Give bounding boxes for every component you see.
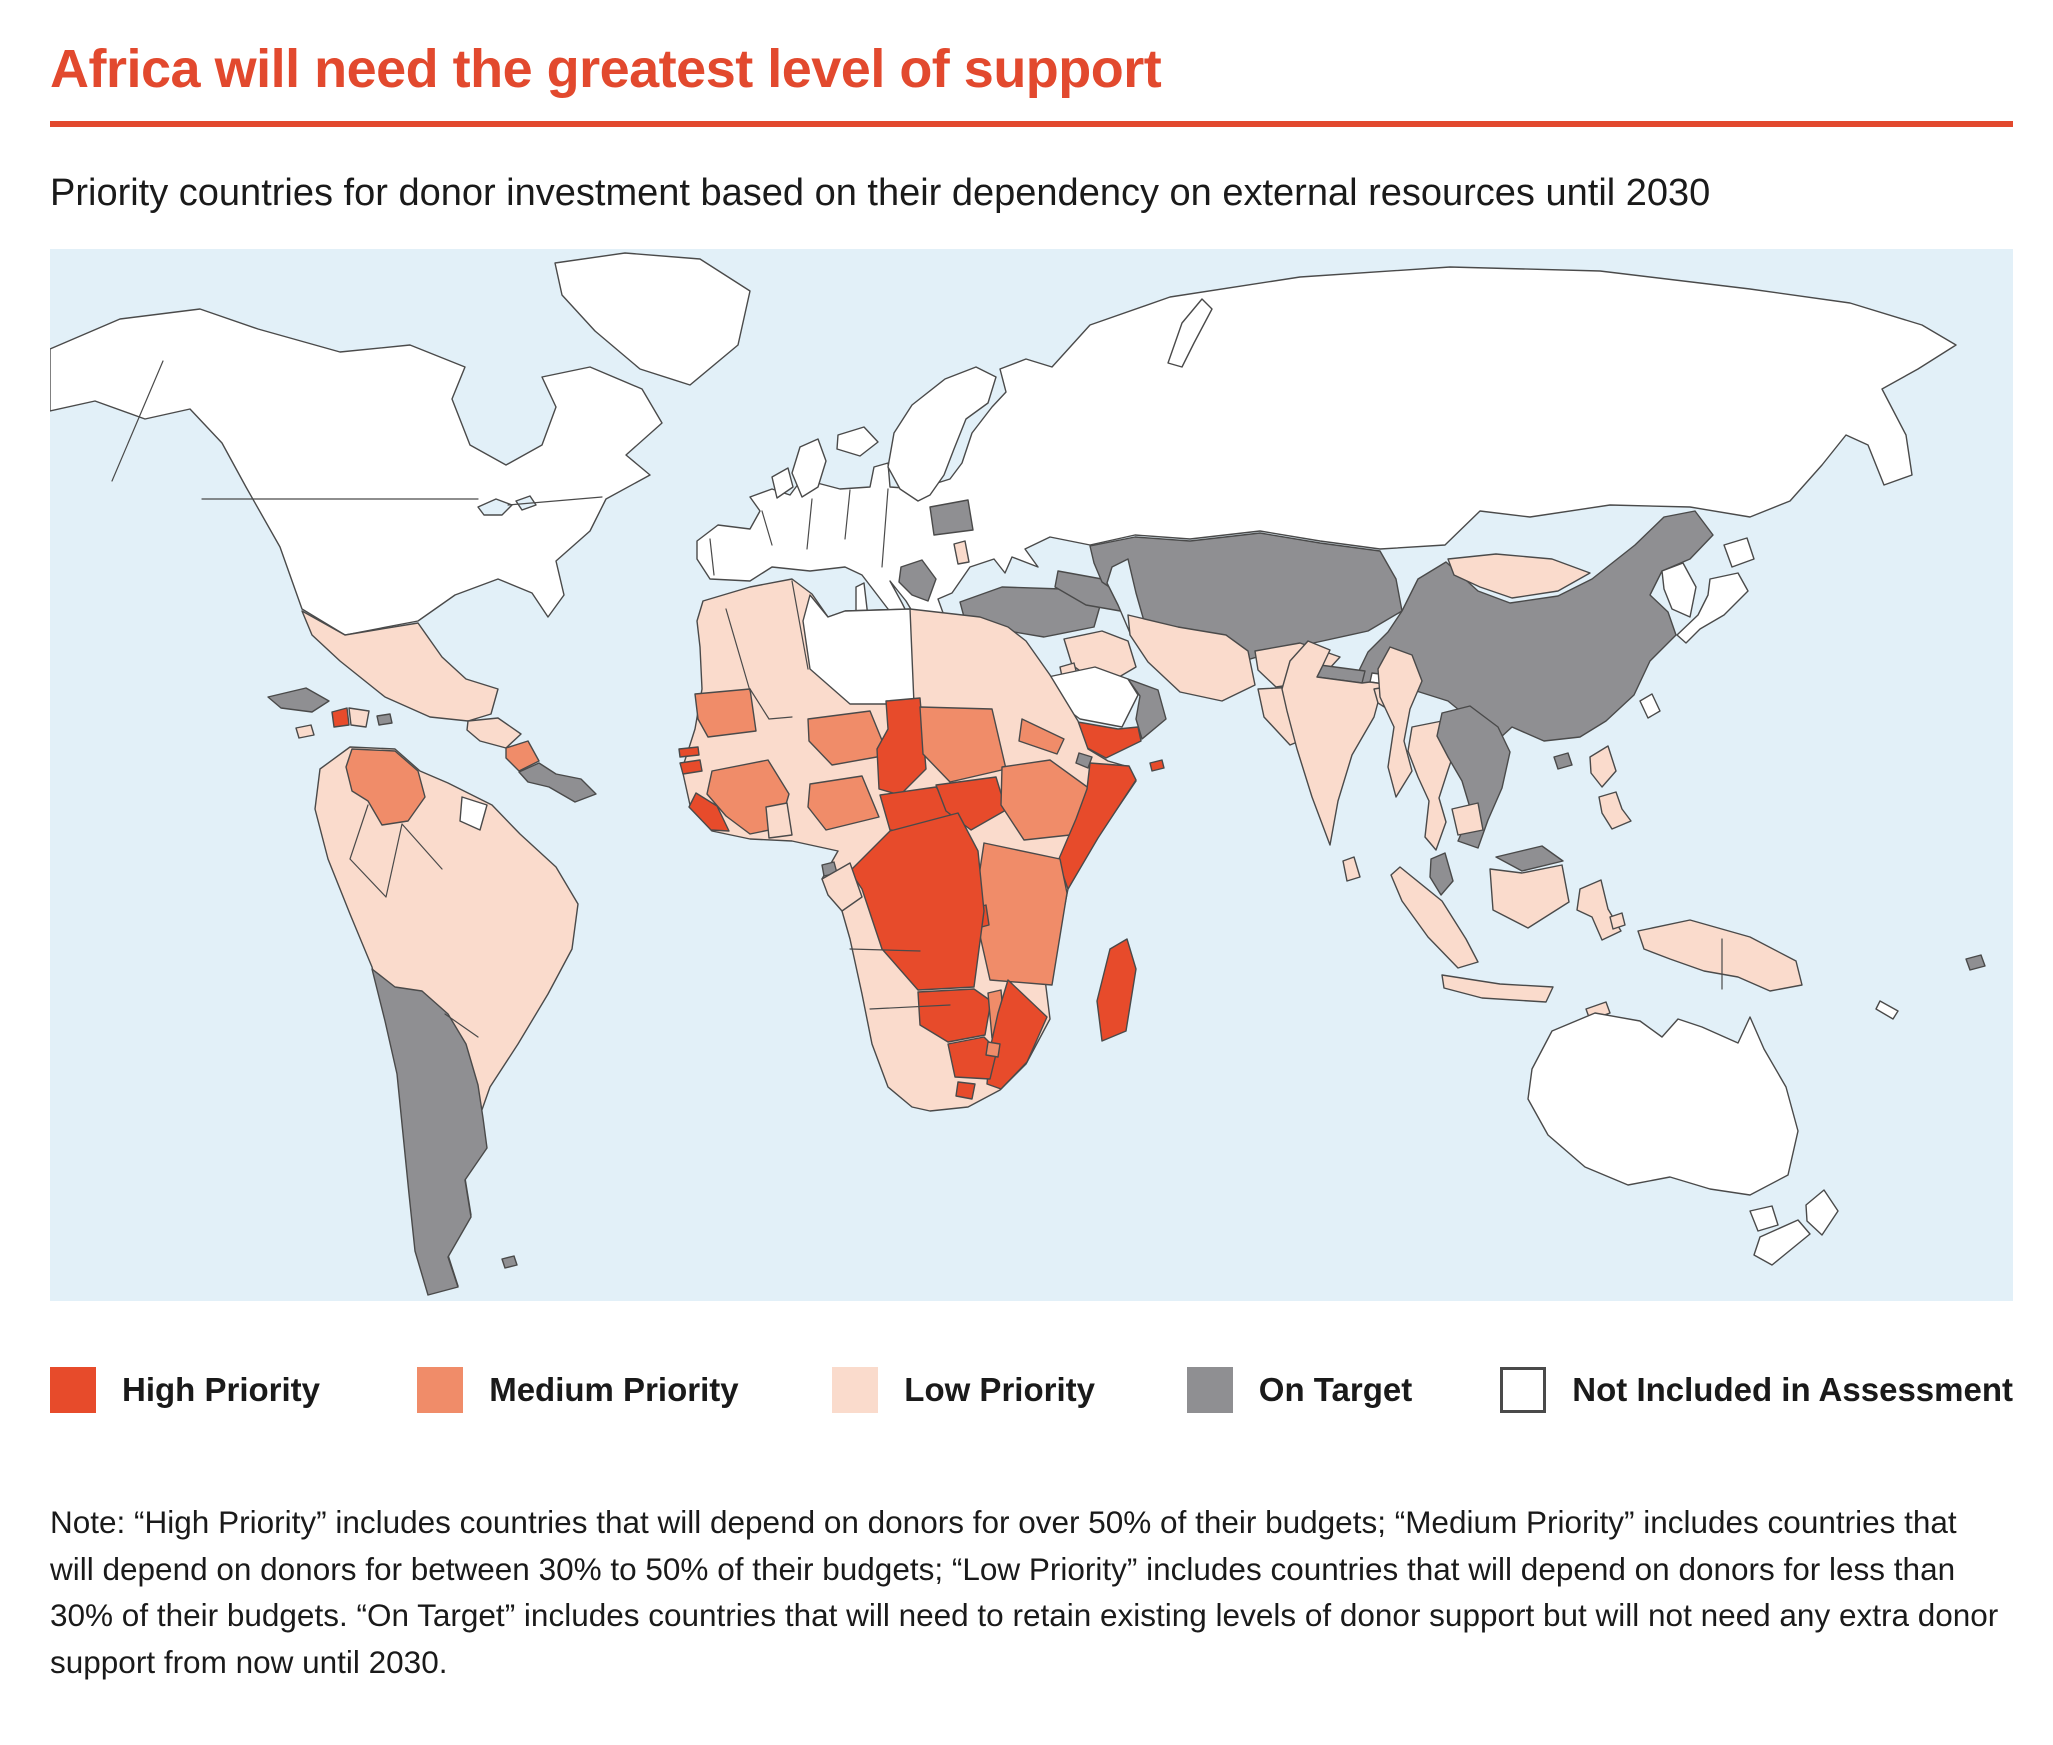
footnote: Note: “High Priority” includes countries…: [50, 1503, 1999, 1680]
zimbabwe-region: [947, 1036, 998, 1080]
falkland-islands-region: [501, 1255, 518, 1269]
somalia-region: [1057, 762, 1137, 890]
legend-item-not-included: Not Included in Assessment: [1500, 1366, 2013, 1413]
sudan-region: [919, 706, 1007, 783]
japan-region: [1676, 572, 1749, 644]
sumatra-region: [1390, 866, 1479, 969]
fiji-region: [1965, 954, 1986, 971]
world-map: [50, 248, 2013, 1301]
legend-item-low-priority: Low Priority: [832, 1366, 1187, 1413]
legend-item-on-target: On Target: [1186, 1366, 1501, 1413]
tasmania-region: [1749, 1205, 1779, 1232]
dominican-republic-region: [348, 707, 370, 728]
legend-label: On Target: [1258, 1370, 1413, 1408]
mongolia-region: [1447, 553, 1591, 599]
puerto-rico-region: [376, 713, 393, 726]
gambia-region: [678, 746, 700, 758]
niger-region: [807, 710, 889, 766]
mexico-region: [301, 610, 499, 722]
madagascar-region: [1096, 938, 1137, 1042]
haiti-region: [331, 707, 350, 728]
malaysia-borneo-region: [1495, 845, 1564, 872]
eswatini-region: [985, 1041, 1001, 1058]
laos-vietnam-region: [1436, 705, 1511, 849]
moldova-region: [953, 540, 970, 565]
new-guinea-region: [1637, 919, 1803, 992]
scandinavia-region: [887, 366, 997, 502]
legend-item-medium-priority: Medium Priority: [417, 1366, 832, 1413]
oman-uae-region: [1127, 678, 1167, 740]
nigeria-region: [807, 775, 880, 831]
jamaica-region: [295, 724, 315, 739]
map-subtitle: Priority countries for donor investment …: [50, 172, 1711, 215]
taiwan-region: [1639, 693, 1661, 719]
venezuela-region: [345, 748, 426, 826]
medium-priority-swatch: [417, 1366, 464, 1413]
hainan-region: [1553, 752, 1573, 770]
new-zealand-north-region: [1805, 1189, 1839, 1236]
korea-region: [1661, 562, 1697, 618]
costa-rica-panama-region: [518, 762, 597, 803]
eritrea-region: [1018, 718, 1065, 755]
kalimantan-region: [1489, 864, 1570, 929]
balkans-region: [898, 559, 937, 602]
lesotho-region: [955, 1081, 976, 1100]
japan-region: [1723, 537, 1755, 568]
suriname-region: [459, 796, 488, 831]
luzon-region: [1589, 745, 1617, 788]
gabon-congo-region: [821, 862, 863, 912]
legend-item-high-priority: High Priority: [50, 1366, 417, 1413]
greenland-region: [554, 252, 751, 386]
map-legend: High Priority Medium Priority Low Priori…: [50, 1366, 2013, 1413]
on-target-swatch: [1186, 1366, 1233, 1413]
country-borders: [111, 360, 1723, 1038]
legend-label: Not Included in Assessment: [1572, 1370, 2013, 1408]
new-zealand-south-region: [1753, 1219, 1811, 1266]
low-priority-swatch: [832, 1366, 879, 1413]
great-lakes-region: [477, 498, 513, 516]
malaysia-peninsula-region: [1429, 852, 1454, 896]
cambodia-region: [1451, 802, 1484, 836]
north-america-region: [50, 308, 663, 636]
sierra-leone-liberia-region: [688, 792, 730, 832]
high-priority-swatch: [50, 1366, 96, 1413]
legend-label: Low Priority: [904, 1370, 1095, 1408]
not-included-swatch: [1500, 1366, 1547, 1413]
novaya-zemlya-region: [1167, 298, 1213, 368]
ghana-region: [765, 802, 793, 839]
legend-label: Medium Priority: [489, 1370, 739, 1408]
djibouti-region: [1075, 752, 1093, 769]
new-caledonia-region: [1875, 1000, 1899, 1020]
zambia-region: [917, 988, 992, 1043]
sulawesi-region: [1576, 879, 1622, 941]
belarus-region: [929, 499, 974, 536]
south-sudan-region: [935, 776, 1007, 831]
philippines-south-region: [1598, 791, 1632, 830]
nicaragua-region: [505, 740, 540, 772]
mauritania-region: [694, 688, 757, 738]
southern-cone-region: [371, 968, 488, 1296]
uk-region: [791, 438, 827, 498]
guinea-bissau-region: [679, 759, 703, 775]
maluku-region: [1609, 912, 1626, 930]
myanmar-region: [1377, 646, 1423, 798]
mozambique-region: [986, 979, 1048, 1090]
cuba-region: [267, 687, 330, 713]
sri-lanka-region: [1342, 856, 1361, 882]
ireland-region: [771, 467, 794, 499]
iceland-region: [836, 426, 879, 457]
socotra-region: [1149, 759, 1165, 772]
legend-label: High Priority: [122, 1370, 321, 1408]
iran-region: [1127, 614, 1256, 702]
page-title: Africa will need the greatest level of s…: [50, 39, 1162, 99]
australia-region: [1527, 1012, 1799, 1196]
java-region: [1441, 974, 1554, 1003]
title-rule: [50, 121, 2013, 128]
